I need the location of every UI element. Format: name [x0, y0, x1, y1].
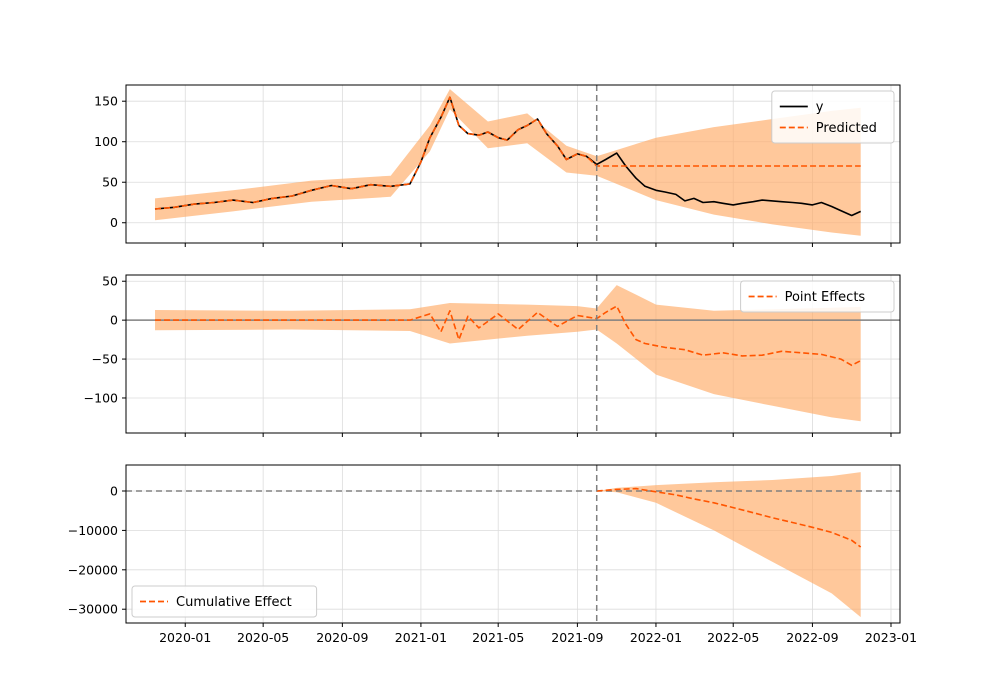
legend-label-cumulative-effect: Cumulative Effect	[176, 595, 292, 610]
y-tick-label-0: 0	[110, 215, 118, 230]
panel-observed-vs-predicted: 0 50 100 150 y Predicted	[94, 84, 901, 247]
x-tick-label-9: 2023-01	[865, 630, 917, 645]
y-tick-label-2: 100	[94, 134, 118, 149]
x-tick-label-5: 2021-09	[551, 630, 603, 645]
x-tick-label-4: 2021-05	[472, 630, 524, 645]
legend-label-predicted: Predicted	[816, 121, 877, 136]
x-tick-label-8: 2022-09	[786, 630, 838, 645]
series-line-point-effects	[155, 305, 862, 367]
y-tick-label-3: −100	[84, 390, 118, 405]
legend-observed-vs-predicted: y Predicted	[771, 90, 895, 144]
legend-cumulative-effect: Cumulative Effect	[131, 585, 318, 618]
y-tick-label-1: 0	[110, 313, 118, 328]
x-tick-label-7: 2022-05	[707, 630, 759, 645]
series-line-cumulative-effect	[596, 487, 862, 548]
x-tick-label-1: 2020-05	[237, 630, 289, 645]
legend-label-point-effects: Point Effects	[785, 290, 866, 305]
legend-label-y: y	[816, 100, 824, 115]
y-tick-label-3: −30000	[68, 602, 118, 617]
y-tick-label-0: 0	[110, 484, 118, 499]
legend-box-point-effects	[740, 280, 895, 313]
confidence-band-point-effects	[155, 285, 861, 422]
confidence-band-cumulative-effect	[596, 472, 861, 618]
confidence-band-observed-vs-predicted	[155, 89, 861, 236]
x-tick-label-3: 2021-01	[395, 630, 447, 645]
legend-box-cumulative-effect	[131, 585, 318, 618]
panel-point-effects: 50 0 −50 −100 Point Effects	[84, 274, 901, 437]
x-tick-label-2: 2020-09	[316, 630, 368, 645]
y-tick-label-2: −20000	[68, 562, 118, 577]
y-tick-label-1: −10000	[68, 523, 118, 538]
axes-frame-point-effects	[125, 274, 901, 434]
legend-box-observed-vs-predicted	[771, 90, 895, 144]
plot-area-cumulative-effect	[126, 472, 900, 618]
legend-point-effects: Point Effects	[740, 280, 895, 313]
x-tick-label-0: 2020-01	[159, 630, 211, 645]
plot-area-point-effects	[126, 285, 900, 422]
y-tick-label-0: 50	[102, 274, 118, 289]
y-tick-label-1: 50	[102, 175, 118, 190]
axes-frame-cumulative-effect	[125, 464, 901, 624]
axes-frame-observed-vs-predicted	[125, 84, 901, 244]
series-line-predicted	[154, 96, 861, 210]
x-tick-label-6: 2022-01	[630, 630, 682, 645]
plot-area-observed-vs-predicted	[154, 89, 862, 236]
panel-cumulative-effect: 0 −10000 −20000 −30000 2020-01 2020-05 2020-09…	[68, 464, 917, 645]
y-tick-label-2: −50	[92, 352, 118, 367]
y-tick-label-3: 150	[94, 94, 118, 109]
